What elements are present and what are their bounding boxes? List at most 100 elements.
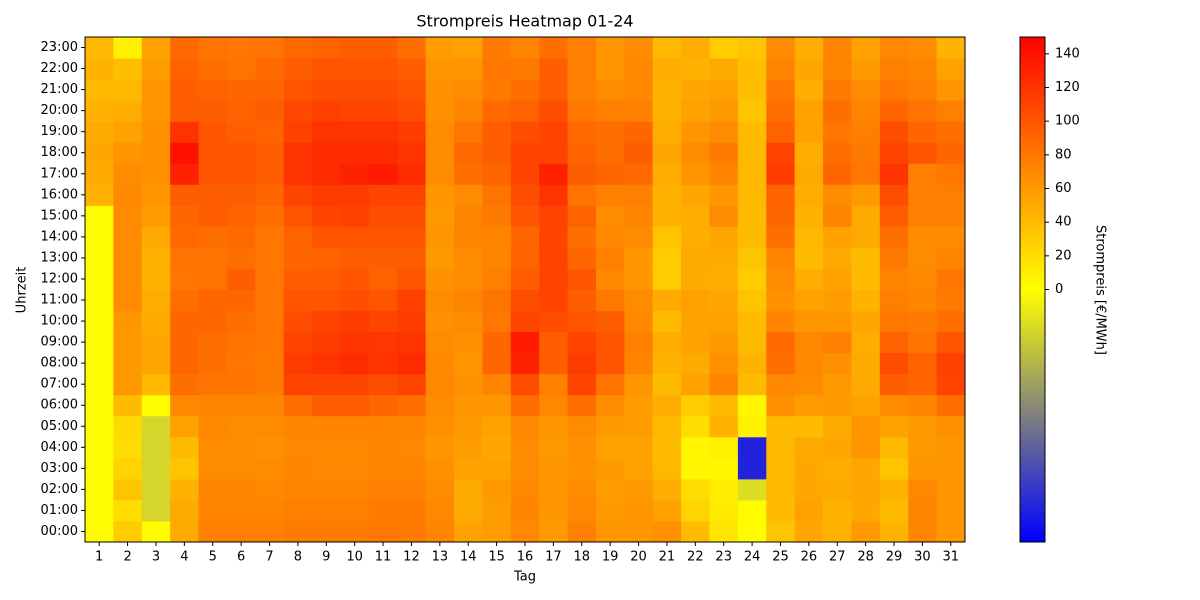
heatmap-cell — [255, 457, 285, 480]
colorbar-tick-label: 120 — [1055, 80, 1080, 95]
heatmap-cell — [510, 331, 540, 354]
y-tick-label: 02:00 — [41, 482, 78, 497]
y-tick-label: 11:00 — [41, 293, 78, 308]
heatmap-cell — [709, 121, 739, 143]
heatmap-cell — [595, 436, 625, 459]
heatmap-cell — [567, 205, 597, 227]
heatmap-cell — [312, 373, 341, 396]
heatmap-cell — [567, 289, 597, 312]
heatmap-cell — [652, 247, 682, 269]
heatmap-cell — [312, 142, 341, 164]
heatmap-cell — [397, 100, 427, 122]
heatmap-cell — [908, 268, 938, 290]
heatmap-cell — [624, 184, 654, 206]
heatmap-cell — [595, 457, 625, 480]
heatmap-cell — [510, 478, 540, 501]
heatmap-cell — [340, 226, 370, 248]
heatmap-cell — [368, 142, 398, 164]
heatmap-cell — [595, 394, 625, 417]
heatmap-cell — [851, 142, 881, 164]
heatmap-cell — [113, 520, 143, 543]
heatmap-cell — [766, 415, 796, 438]
heatmap-cell — [368, 499, 398, 522]
heatmap-cell — [198, 457, 228, 480]
heatmap-cell — [425, 163, 455, 185]
heatmap-cell — [851, 163, 881, 185]
heatmap-cell — [766, 499, 796, 522]
heatmap-cell — [823, 79, 852, 101]
heatmap-cell — [312, 121, 341, 143]
heatmap-cell — [737, 352, 767, 375]
heatmap-cell — [652, 268, 682, 290]
heatmap-cell — [794, 436, 824, 459]
heatmap-cell — [681, 247, 711, 269]
heatmap-cell — [397, 520, 427, 543]
heatmap-cell — [794, 184, 824, 206]
heatmap-cell — [312, 415, 341, 438]
heatmap-cell — [198, 415, 228, 438]
heatmap-cell — [908, 226, 938, 248]
heatmap-cell — [567, 79, 597, 101]
heatmap-cell — [170, 436, 200, 459]
heatmap-cell — [170, 310, 200, 333]
heatmap-cell — [312, 226, 341, 248]
heatmap-cell — [198, 373, 228, 396]
heatmap-cell — [226, 247, 256, 269]
heatmap-cell — [170, 184, 200, 206]
heatmap-cell — [766, 205, 796, 227]
heatmap-cell — [936, 247, 966, 269]
heatmap-cell — [425, 268, 455, 290]
heatmap-cell — [312, 247, 341, 269]
heatmap-cell — [283, 289, 313, 312]
heatmap-cell — [681, 436, 711, 459]
heatmap-cell — [226, 499, 256, 522]
heatmap-cell — [397, 205, 427, 227]
heatmap-cell — [766, 268, 796, 290]
heatmap-cell — [141, 289, 171, 312]
heatmap-cell — [113, 478, 143, 501]
heatmap-cell — [255, 100, 285, 122]
heatmap-cell — [823, 436, 852, 459]
heatmap-cell — [652, 205, 682, 227]
heatmap-cell — [879, 478, 909, 501]
heatmap-cell — [823, 205, 852, 227]
heatmap-cell — [368, 37, 398, 59]
x-tick-label: 22 — [687, 550, 704, 565]
heatmap-cell — [681, 205, 711, 227]
heatmap-cell — [709, 247, 739, 269]
heatmap-cell — [198, 310, 228, 333]
heatmap-cell — [170, 268, 200, 290]
x-tick-label: 21 — [659, 550, 676, 565]
heatmap-cell — [454, 457, 483, 480]
heatmap-cell — [681, 331, 711, 354]
heatmap-cell — [652, 58, 682, 80]
heatmap-cell — [624, 352, 654, 375]
heatmap-cell — [794, 310, 824, 333]
heatmap-cell — [170, 352, 200, 375]
heatmap-cell — [567, 121, 597, 143]
heatmap-cell — [113, 142, 143, 164]
heatmap-cell — [794, 499, 824, 522]
heatmap-cell — [851, 37, 881, 59]
heatmap-cell — [226, 121, 256, 143]
heatmap-cell — [368, 457, 398, 480]
heatmap-cell — [425, 205, 455, 227]
heatmap-cell — [198, 226, 228, 248]
y-tick-label: 22:00 — [41, 61, 78, 76]
heatmap-cell — [454, 289, 483, 312]
x-tick-label: 4 — [180, 550, 188, 565]
heatmap-cell — [539, 79, 569, 101]
x-axis-label: Tag — [513, 570, 536, 585]
heatmap-cell — [539, 142, 569, 164]
heatmap-cell — [397, 58, 427, 80]
heatmap-cell — [141, 37, 171, 59]
heatmap-cell — [737, 163, 767, 185]
heatmap-cell — [851, 247, 881, 269]
heatmap-cell — [368, 184, 398, 206]
heatmap-cell — [510, 79, 540, 101]
heatmap-cell — [255, 58, 285, 80]
heatmap-cell — [766, 457, 796, 480]
heatmap-cell — [368, 373, 398, 396]
heatmap-cell — [255, 205, 285, 227]
heatmap-cell — [823, 226, 852, 248]
